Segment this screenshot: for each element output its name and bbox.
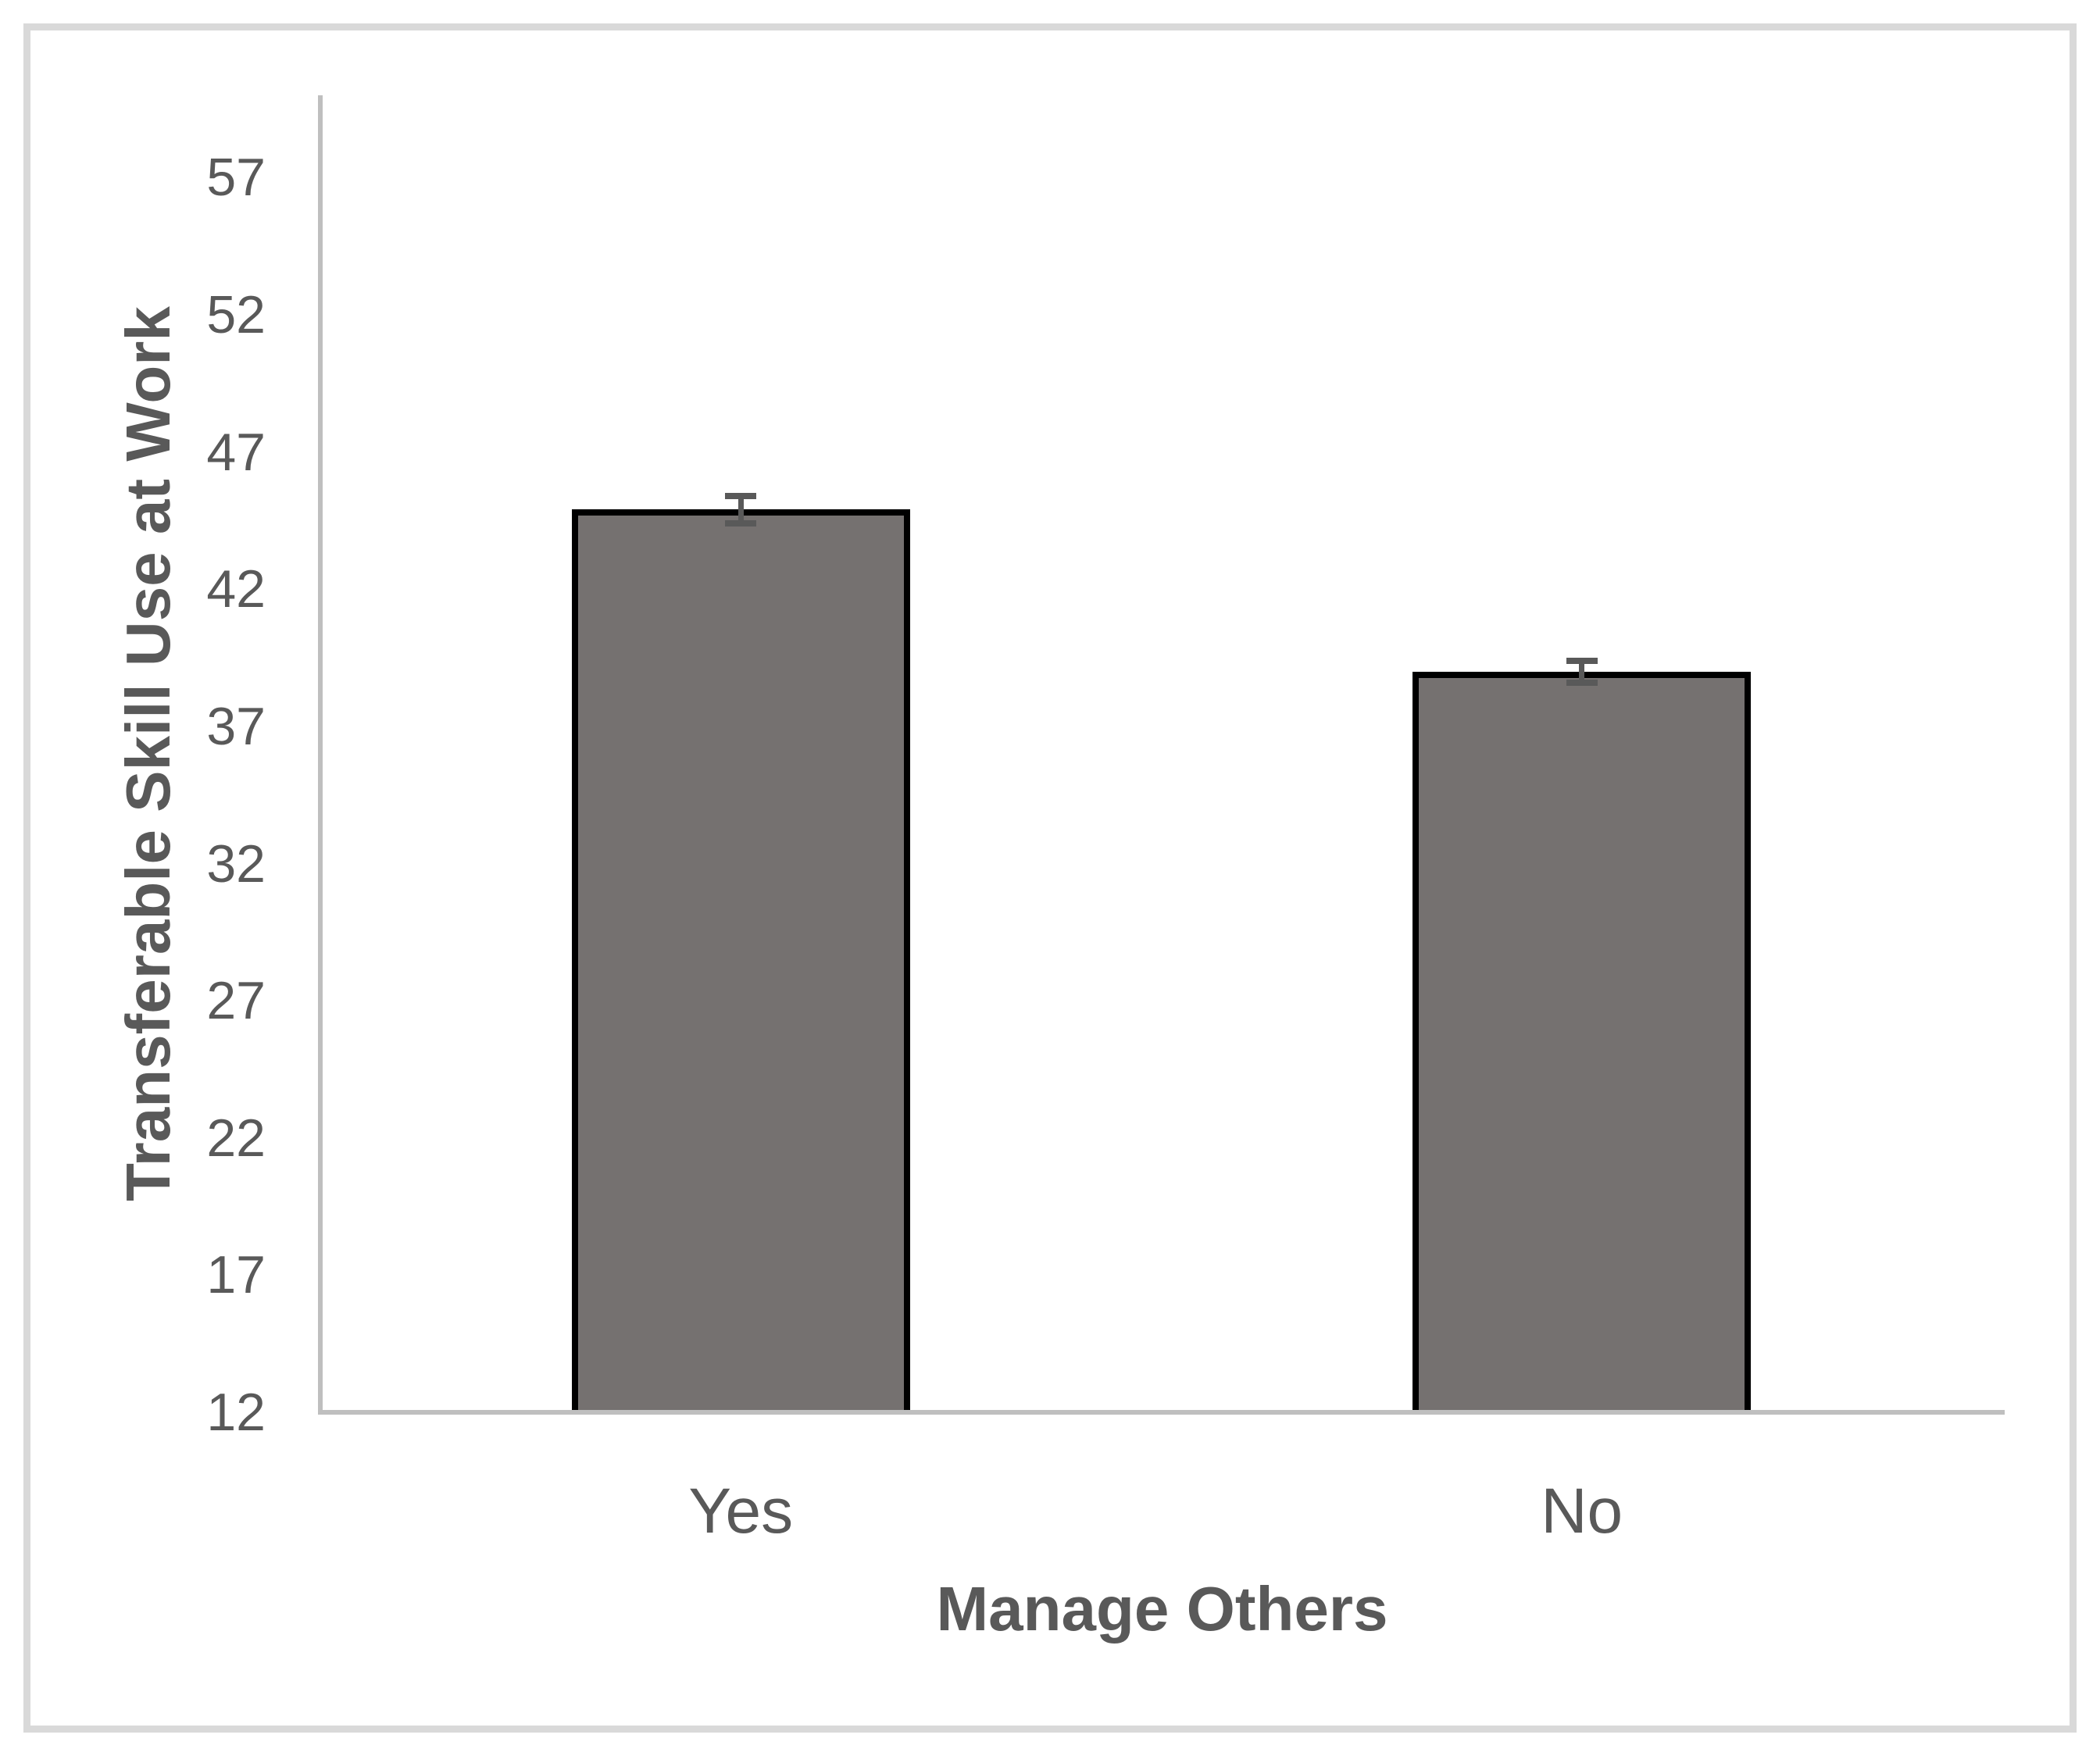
x-axis-title: Manage Others bbox=[936, 1574, 1388, 1644]
y-tick-label: 52 bbox=[206, 285, 266, 344]
x-axis-line bbox=[318, 1410, 2005, 1415]
category-label-no: No bbox=[1541, 1476, 1623, 1547]
y-tick-label: 17 bbox=[206, 1245, 266, 1305]
error-bar-cap bbox=[725, 492, 757, 499]
y-tick-label: 32 bbox=[206, 833, 266, 894]
y-tick-label: 47 bbox=[206, 422, 266, 482]
error-bar-cap bbox=[1566, 657, 1598, 664]
error-bar-cap bbox=[725, 519, 757, 526]
figure-border bbox=[23, 23, 2077, 1733]
error-bar-line bbox=[1579, 660, 1585, 683]
category-label-yes: Yes bbox=[688, 1476, 794, 1547]
bar-yes bbox=[571, 509, 910, 1412]
bar-no bbox=[1412, 671, 1752, 1412]
error-bar-line bbox=[738, 495, 744, 523]
y-tick-label: 22 bbox=[206, 1108, 266, 1168]
y-axis-line bbox=[318, 95, 323, 1415]
y-tick-label: 42 bbox=[206, 559, 266, 619]
y-tick-label: 37 bbox=[206, 696, 266, 756]
error-bar-cap bbox=[1566, 679, 1598, 686]
y-tick-label: 27 bbox=[206, 971, 266, 1031]
y-tick-label: 12 bbox=[206, 1383, 266, 1442]
y-tick-label: 57 bbox=[206, 148, 266, 208]
